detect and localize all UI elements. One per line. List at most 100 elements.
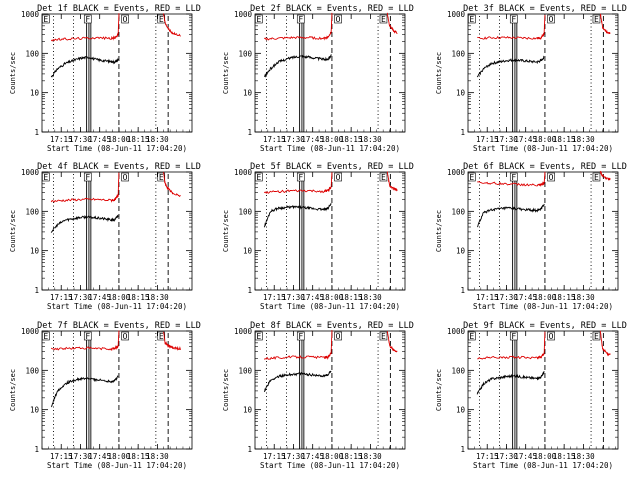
- series-line-lld: [477, 171, 546, 188]
- marker-label: E: [159, 15, 164, 24]
- y-tick-label: 1000: [234, 327, 253, 336]
- series-line-lld: [163, 171, 181, 198]
- x-tick-label: 18:00: [534, 135, 557, 144]
- plot-frame: [254, 171, 406, 291]
- marker-box: [121, 14, 129, 24]
- y-axis-label: Counts/sec: [222, 369, 230, 411]
- marker-label: O: [549, 173, 554, 182]
- x-tick-label: 18:30: [146, 135, 169, 144]
- y-tick-label: 100: [238, 207, 252, 216]
- x-tick-label: 17:30: [69, 293, 92, 302]
- y-tick-label: 1: [247, 128, 252, 137]
- chart-panel-5: Det 5f BLACK = Events, RED = LLD 1 10 100 10…: [222, 162, 414, 311]
- y-axis-label: Counts/sec: [9, 369, 17, 411]
- x-tick-label: 18:30: [572, 293, 595, 302]
- series-line-lld: [599, 330, 611, 357]
- y-axis-label: Counts/sec: [435, 52, 443, 94]
- marker-box: [509, 14, 518, 24]
- plot-frame: [41, 330, 193, 450]
- marker-box: [592, 172, 601, 182]
- chart-panel-7: Det 7f BLACK = Events, RED = LLD 1 10 100 10…: [9, 321, 201, 470]
- x-tick-label: 17:15: [50, 452, 73, 461]
- marker-label: F: [511, 173, 516, 182]
- series-line-lld: [386, 331, 398, 353]
- marker-box: [592, 14, 601, 24]
- series-line-lld: [599, 170, 611, 181]
- y-tick-label: 100: [451, 207, 465, 216]
- marker-label: O: [549, 15, 554, 24]
- chart-title: Det 4f BLACK = Events, RED = LLD: [37, 162, 201, 172]
- chart-panel-3: Det 3f BLACK = Events, RED = LLD 1 10 100 10…: [435, 4, 627, 153]
- y-tick-label: 100: [238, 49, 252, 58]
- y-tick-label: 1: [34, 128, 39, 137]
- marker-box: [468, 331, 476, 341]
- series-line-lld: [50, 172, 120, 203]
- y-tick-label: 1000: [447, 10, 466, 19]
- x-tick-label: 18:30: [359, 452, 382, 461]
- x-axis-label: Start Time (08-Jun-11 17:04:20): [47, 461, 187, 470]
- chart-title: Det 3f BLACK = Events, RED = LLD: [463, 4, 627, 14]
- x-tick-label: 18:00: [534, 293, 557, 302]
- plot-frame: [467, 13, 619, 133]
- x-axis-label: Start Time (08-Jun-11 17:04:20): [473, 302, 613, 311]
- y-tick-label: 10: [30, 247, 40, 256]
- y-tick-label: 1000: [21, 168, 40, 177]
- x-tick-label: 18:15: [127, 293, 150, 302]
- x-tick-label: 17:45: [514, 293, 537, 302]
- series-line-lld: [263, 172, 333, 194]
- series-line-events: [477, 203, 545, 228]
- series-line-lld: [599, 13, 611, 35]
- y-tick-label: 100: [451, 49, 465, 58]
- y-axis-label: Counts/sec: [222, 210, 230, 252]
- marker-label: O: [123, 15, 128, 24]
- x-tick-label: 18:30: [146, 293, 169, 302]
- x-tick-label: 17:45: [88, 452, 111, 461]
- marker-label: E: [381, 15, 386, 24]
- x-tick-label: 18:30: [359, 293, 382, 302]
- y-tick-label: 10: [243, 247, 253, 256]
- x-tick-label: 18:00: [108, 293, 131, 302]
- y-tick-label: 10: [243, 406, 253, 415]
- y-tick-label: 10: [243, 89, 253, 98]
- x-tick-label: 18:15: [553, 452, 576, 461]
- chart-title: Det 6f BLACK = Events, RED = LLD: [463, 162, 627, 172]
- x-axis-label: Start Time (08-Jun-11 17:04:20): [47, 302, 187, 311]
- plot-frame: [41, 171, 193, 291]
- marker-label: E: [159, 173, 164, 182]
- x-tick-label: 17:15: [263, 293, 286, 302]
- marker-label: E: [43, 15, 48, 24]
- marker-label: F: [298, 332, 303, 341]
- x-tick-label: 17:15: [50, 135, 73, 144]
- marker-box: [468, 172, 476, 182]
- x-tick-label: 18:15: [553, 135, 576, 144]
- marker-box: [255, 172, 263, 182]
- y-tick-label: 1000: [234, 168, 253, 177]
- series-line-lld: [386, 171, 398, 192]
- series-line-events: [263, 203, 332, 228]
- series-line-lld: [263, 330, 333, 360]
- x-tick-label: 17:30: [282, 293, 305, 302]
- marker-label: E: [381, 332, 386, 341]
- y-axis-label: Counts/sec: [222, 52, 230, 94]
- series-line-lld: [386, 12, 398, 35]
- marker-label: F: [298, 173, 303, 182]
- x-tick-label: 17:30: [282, 452, 305, 461]
- x-tick-label: 17:30: [495, 135, 518, 144]
- x-tick-label: 17:30: [282, 135, 305, 144]
- series-line-lld: [50, 13, 120, 42]
- x-tick-label: 17:45: [301, 135, 324, 144]
- y-tick-label: 100: [25, 366, 39, 375]
- series-line-events: [476, 55, 545, 78]
- series-line-lld: [163, 13, 181, 37]
- y-axis-label: Counts/sec: [9, 52, 17, 94]
- series-line-events: [263, 370, 332, 393]
- marker-label: E: [159, 332, 164, 341]
- x-tick-label: 17:30: [495, 293, 518, 302]
- y-tick-label: 1: [34, 445, 39, 454]
- marker-box: [255, 14, 263, 24]
- x-tick-label: 18:15: [340, 452, 363, 461]
- marker-box: [296, 14, 305, 24]
- marker-box: [379, 172, 388, 182]
- x-axis-label: Start Time (08-Jun-11 17:04:20): [260, 461, 400, 470]
- y-tick-label: 1: [34, 286, 39, 295]
